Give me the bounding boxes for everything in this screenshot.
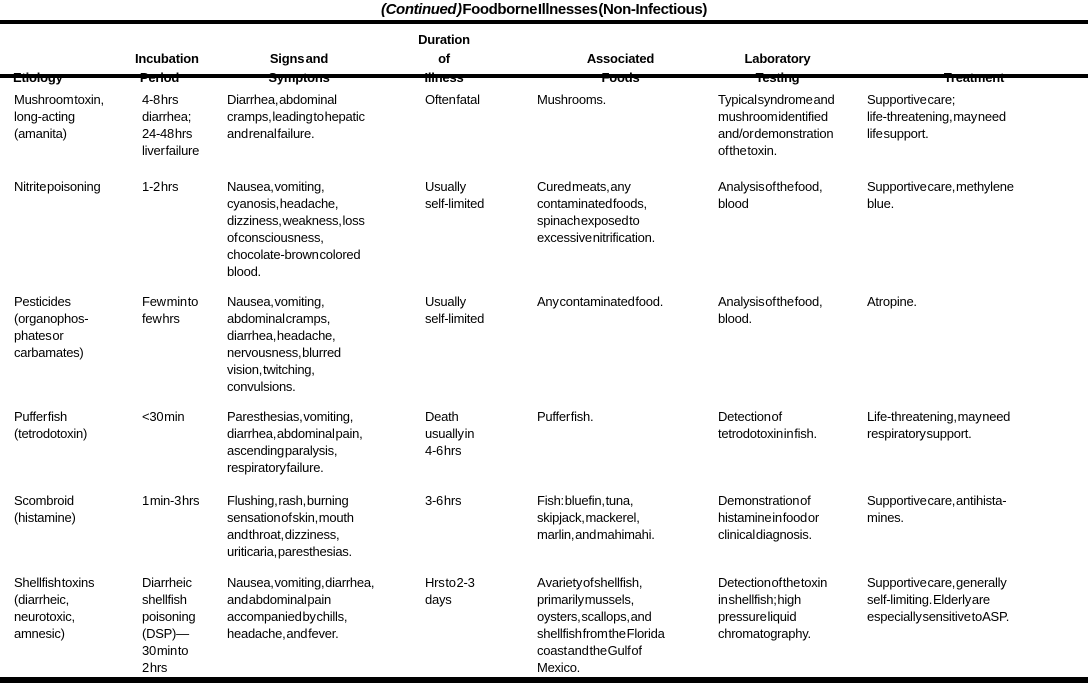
cell-foods: Mushrooms. <box>537 92 607 107</box>
table-title-main: Foodborne Illnesses (Non-Infectious) <box>462 1 707 18</box>
cell-lab: Analysis of the food, blood. <box>718 294 823 326</box>
table-header-row: Etiology Incubation Period Signs and Sym… <box>0 30 1088 85</box>
cell-foods: A variety of shellfish, primarily mussel… <box>537 575 665 675</box>
cell-incubation: 1-2 hrs <box>142 179 179 194</box>
cell-etiology: Puffer fish (tetrodotoxin) <box>14 409 88 441</box>
table-title: (Continued ) Foodborne Illnesses (Non-In… <box>0 1 1088 18</box>
cell-duration: Usually self-limited <box>425 294 485 326</box>
divider-header <box>0 74 1088 78</box>
header-laboratory-testing: Laboratory Testing <box>744 51 811 85</box>
cell-treatment: Supportive care; life-threatening, may n… <box>867 92 1006 141</box>
table-row: Pesticides (organophos- phates or carbam… <box>0 293 1088 395</box>
cell-etiology: Scombroid (histamine) <box>14 493 76 525</box>
cell-etiology: Shellfish toxins (diarrheic, neurotoxic,… <box>14 575 95 641</box>
cell-lab: Detection of the toxin in shellfish; hig… <box>718 575 828 641</box>
cell-incubation: Few min to few hrs <box>142 294 199 326</box>
cell-duration: Usually self-limited <box>425 179 485 211</box>
table-row: Mushroom toxin, long-acting (amanita) 4-… <box>0 91 1088 159</box>
cell-foods: Any contaminated food. <box>537 294 664 309</box>
cell-etiology: Nitrite poisoning <box>14 179 101 194</box>
cell-etiology: Mushroom toxin, long-acting (amanita) <box>14 92 104 141</box>
header-incubation-period: Incubation Period <box>135 51 199 85</box>
cell-etiology: Pesticides (organophos- phates or carbam… <box>14 294 89 360</box>
table-row: Scombroid (histamine) 1 min-3 hrs Flushi… <box>0 492 1088 560</box>
cell-incubation: <30 min <box>142 409 185 424</box>
cell-duration: Hrs to 2-3 days <box>425 575 475 607</box>
cell-signs: Nausea, vomiting, cyanosis, headache, di… <box>227 179 365 279</box>
cell-incubation: Diarrheic shellfish poisoning (DSP)— 30 … <box>142 575 196 675</box>
cell-treatment: Life-threatening, may need respiratory s… <box>867 409 1011 441</box>
cell-lab: Analysis of the food, blood <box>718 179 823 211</box>
cell-signs: Diarrhea, abdominal cramps, leading to h… <box>227 92 365 141</box>
header-etiology: Etiology <box>0 30 135 87</box>
cell-incubation: 1 min-3 hrs <box>142 493 200 508</box>
cell-foods: Cured meats, any contaminated foods, spi… <box>537 179 655 245</box>
cell-lab: Typical syndrome and mushroom identified… <box>718 92 835 158</box>
cell-treatment: Supportive care, generally self-limiting… <box>867 575 1010 624</box>
cell-signs: Nausea, vomiting, diarrhea, and abdomina… <box>227 575 375 641</box>
cell-foods: Puffer fish. <box>537 409 594 424</box>
table-row: Puffer fish (tetrodotoxin) <30 min Pares… <box>0 408 1088 476</box>
cell-signs: Paresthesias, vomiting, diarrhea, abdomi… <box>227 409 363 475</box>
cell-signs: Flushing, rash, burning sensation of ski… <box>227 493 354 559</box>
table-row: Nitrite poisoning 1-2 hrs Nausea, vomiti… <box>0 178 1088 280</box>
header-duration-of-illness: Duration of Illness <box>418 32 470 85</box>
cell-treatment: Supportive care, antihista- mines. <box>867 493 1007 525</box>
cell-duration: 3-6 hrs <box>425 493 462 508</box>
cell-foods: Fish: bluefin, tuna, skipjack, mackerel,… <box>537 493 655 542</box>
cell-signs: Nausea, vomiting, abdominal cramps, diar… <box>227 294 341 394</box>
cell-treatment: Supportive care, methylene blue. <box>867 179 1014 211</box>
table-row: Shellfish toxins (diarrheic, neurotoxic,… <box>0 574 1088 676</box>
header-associated-foods: Associated Foods <box>586 51 655 85</box>
divider-top <box>0 20 1088 24</box>
header-treatment: Treatment <box>860 30 1088 87</box>
divider-bottom <box>0 677 1088 683</box>
cell-incubation: 4-8 hrs diarrhea; 24-48 hrs liver failur… <box>142 92 200 158</box>
cell-lab: Detection of tetrodotoxin in fish. <box>718 409 817 441</box>
table-title-continued: (Continued ) <box>381 1 462 18</box>
cell-treatment: Atropine. <box>867 294 917 309</box>
header-signs-symptoms: Signs and Symptons <box>268 51 329 85</box>
cell-lab: Demonstration of histamine in food or cl… <box>718 493 819 542</box>
cell-duration: Death usually in 4-6 hrs <box>425 409 475 458</box>
cell-duration: Often fatal <box>425 92 480 107</box>
